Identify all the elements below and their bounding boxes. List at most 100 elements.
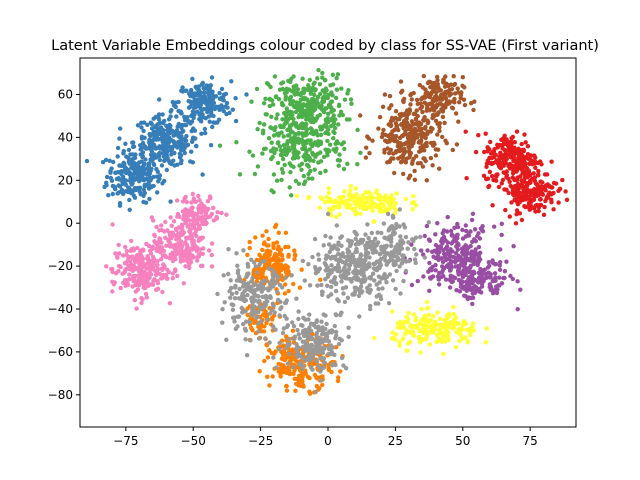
scatter-point (538, 196, 543, 202)
scatter-point (270, 102, 276, 107)
scatter-point (522, 179, 527, 184)
scatter-point (353, 249, 358, 255)
scatter-point (261, 268, 266, 273)
scatter-point (389, 336, 395, 341)
scatter-point (393, 109, 399, 114)
scatter-point (422, 326, 427, 332)
scatter-point (316, 350, 321, 356)
scatter-point (286, 244, 291, 250)
scatter-point (240, 291, 245, 296)
scatter-point (433, 320, 438, 325)
scatter-point (399, 246, 405, 251)
scatter-point (200, 263, 205, 268)
scatter-point (273, 365, 279, 370)
scatter-point (308, 357, 314, 362)
scatter-point (385, 260, 391, 265)
scatter-point (173, 130, 179, 135)
scatter-point (250, 153, 256, 158)
scatter-point (203, 130, 208, 136)
scatter-point (497, 154, 502, 160)
scatter-point (504, 175, 509, 180)
scatter-point (264, 81, 270, 86)
scatter-point (379, 134, 385, 140)
scatter-point (260, 284, 265, 289)
scatter-point (453, 345, 459, 350)
scatter-point (124, 248, 130, 254)
scatter-point (507, 161, 513, 167)
scatter-point (374, 282, 379, 287)
scatter-point (448, 278, 453, 283)
scatter-point (290, 146, 296, 151)
x-tick-label: 50 (455, 434, 470, 448)
scatter-point (408, 324, 413, 329)
scatter-point (279, 166, 285, 172)
scatter-point (159, 163, 165, 168)
scatter-point (364, 199, 370, 205)
scatter-point (174, 114, 179, 119)
scatter-point (279, 258, 284, 263)
scatter-point (528, 159, 533, 165)
scatter-point (237, 172, 243, 177)
scatter-point (326, 186, 331, 191)
scatter-point (156, 112, 162, 117)
scatter-point (563, 189, 568, 194)
scatter-point (265, 374, 270, 379)
scatter-point (429, 268, 434, 273)
scatter-point (132, 195, 138, 200)
scatter-point (132, 275, 137, 281)
scatter-point (470, 250, 475, 256)
scatter-point (491, 177, 496, 183)
scatter-point (128, 259, 133, 264)
scatter-point (438, 327, 443, 332)
scatter-point (267, 103, 272, 109)
y-tick-label: 40 (58, 130, 73, 144)
scatter-point (306, 317, 311, 322)
scatter-point (418, 145, 423, 150)
scatter-point (239, 296, 244, 302)
scatter-point (84, 158, 90, 164)
scatter-point (154, 137, 159, 142)
scatter-point (280, 86, 285, 92)
scatter-point (326, 190, 331, 196)
scatter-point (524, 183, 529, 188)
scatter-point (337, 212, 342, 217)
scatter-point (317, 82, 323, 87)
scatter-point (295, 327, 300, 333)
scatter-point (276, 230, 281, 235)
scatter-point (322, 337, 327, 342)
scatter-point (151, 260, 156, 265)
scatter-point (333, 288, 339, 294)
scatter-point (282, 357, 287, 363)
scatter-point (136, 253, 142, 259)
scatter-point (429, 328, 435, 333)
scatter-point (394, 268, 399, 274)
scatter-point (110, 222, 115, 227)
scatter-point (387, 234, 392, 240)
scatter-point (425, 131, 430, 137)
scatter-point (287, 125, 292, 130)
scatter-point (494, 290, 500, 296)
scatter-point (399, 113, 404, 118)
scatter-point (259, 319, 264, 324)
scatter-point (126, 147, 132, 153)
scatter-point (273, 125, 278, 130)
scatter-point (402, 225, 408, 230)
scatter-point (394, 222, 399, 227)
y-tick-label: −60 (48, 345, 73, 359)
scatter-point (273, 222, 279, 228)
scatter-point (373, 203, 378, 208)
scatter-point (272, 310, 277, 315)
scatter-point (295, 87, 301, 92)
scatter-point (266, 236, 271, 242)
scatter-point (303, 347, 308, 352)
scatter-point (197, 236, 202, 241)
scatter-point (408, 152, 413, 158)
scatter-point (501, 275, 506, 281)
scatter-point (183, 122, 189, 128)
scatter-point (418, 234, 423, 240)
scatter-point (446, 337, 451, 343)
scatter-point (426, 91, 431, 97)
scatter-point (325, 138, 330, 144)
scatter-point (502, 187, 507, 192)
scatter-point (317, 205, 322, 210)
